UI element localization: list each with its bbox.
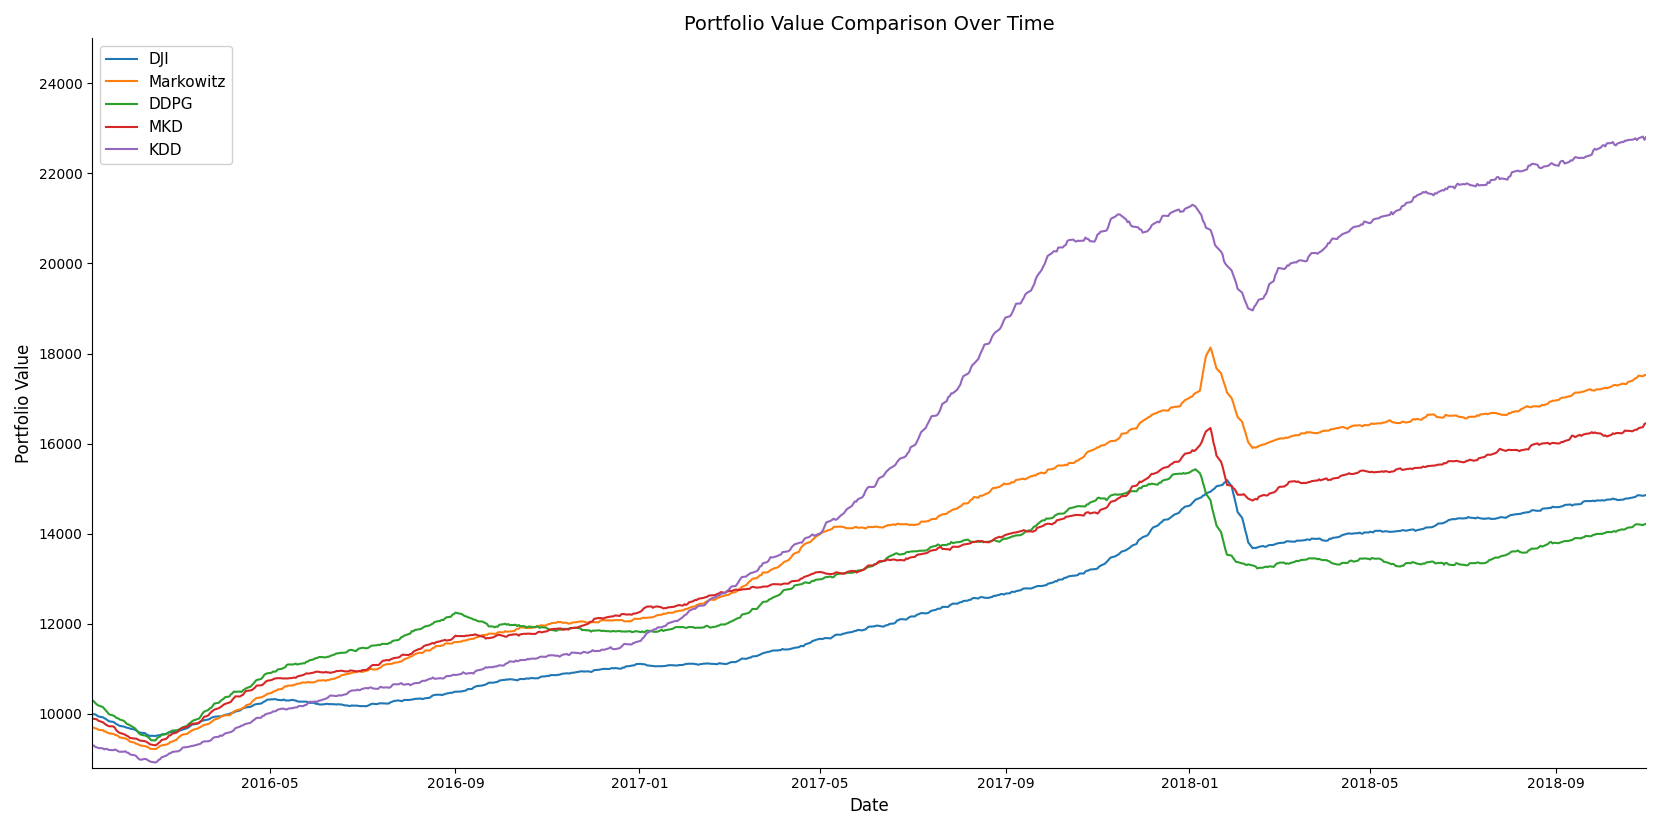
- Y-axis label: Portfolio Value: Portfolio Value: [15, 344, 33, 462]
- Line: DDPG: DDPG: [93, 469, 1646, 740]
- Line: DJI: DJI: [93, 480, 1646, 736]
- Line: Markowitz: Markowitz: [93, 348, 1646, 749]
- Line: MKD: MKD: [93, 423, 1646, 745]
- Legend: DJI, Markowitz, DDPG, MKD, KDD: DJI, Markowitz, DDPG, MKD, KDD: [100, 46, 233, 164]
- Line: KDD: KDD: [93, 137, 1646, 763]
- Title: Portfolio Value Comparison Over Time: Portfolio Value Comparison Over Time: [684, 15, 1055, 34]
- X-axis label: Date: Date: [849, 797, 889, 815]
